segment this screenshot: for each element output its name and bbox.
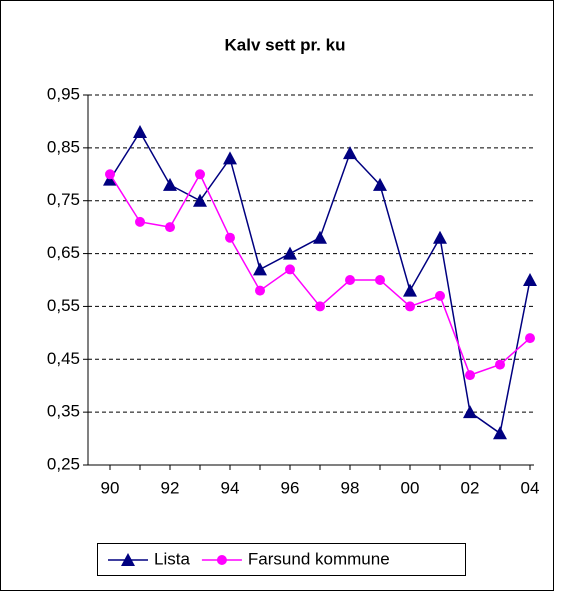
- data-point: [225, 232, 235, 243]
- data-point: [193, 193, 207, 207]
- data-point: [373, 177, 387, 191]
- data-point: [255, 285, 265, 296]
- y-tick-label: 0,35: [47, 402, 80, 421]
- data-point: [133, 125, 147, 138]
- data-point: [435, 290, 445, 301]
- legend-marker: [121, 553, 135, 566]
- data-point: [495, 359, 505, 370]
- data-point: [135, 216, 145, 227]
- data-point: [523, 273, 537, 286]
- data-point: [283, 246, 297, 260]
- y-tick-label: 0,85: [47, 137, 80, 156]
- x-tick-label: 94: [221, 478, 240, 497]
- data-point: [105, 169, 115, 180]
- legend-label: Lista: [154, 549, 190, 568]
- x-tick-label: 02: [461, 478, 480, 497]
- data-point: [403, 283, 417, 297]
- data-point: [463, 405, 477, 419]
- x-tick-label: 96: [281, 478, 300, 497]
- y-tick-label: 0,95: [47, 84, 80, 103]
- data-point: [313, 230, 327, 244]
- data-point: [223, 151, 237, 165]
- chart-title: Kalv sett pr. ku: [225, 35, 346, 54]
- legend-label: Farsund kommune: [248, 549, 390, 568]
- y-tick-label: 0,25: [47, 454, 80, 473]
- y-tick-label: 0,45: [47, 349, 80, 368]
- legend-box: [97, 543, 466, 576]
- data-point: [405, 301, 415, 312]
- data-point: [465, 370, 475, 381]
- legend-marker: [216, 555, 227, 565]
- y-tick-label: 0,55: [47, 296, 80, 315]
- x-tick-label: 04: [521, 478, 540, 497]
- data-point: [195, 169, 205, 180]
- y-tick-label: 0,75: [47, 190, 80, 209]
- data-point: [375, 275, 385, 285]
- data-point: [285, 264, 295, 275]
- data-point: [525, 333, 535, 344]
- y-tick-label: 0,65: [47, 243, 80, 262]
- data-point: [433, 230, 447, 244]
- data-point: [253, 262, 267, 276]
- data-point: [165, 222, 175, 233]
- x-tick-label: 92: [161, 478, 180, 497]
- x-tick-label: 90: [101, 478, 120, 497]
- data-point: [315, 301, 325, 312]
- x-tick-label: 00: [401, 478, 420, 497]
- x-tick-label: 98: [341, 478, 360, 497]
- data-point: [493, 426, 507, 440]
- data-point: [163, 177, 177, 191]
- data-point: [345, 275, 355, 285]
- data-point: [343, 146, 357, 160]
